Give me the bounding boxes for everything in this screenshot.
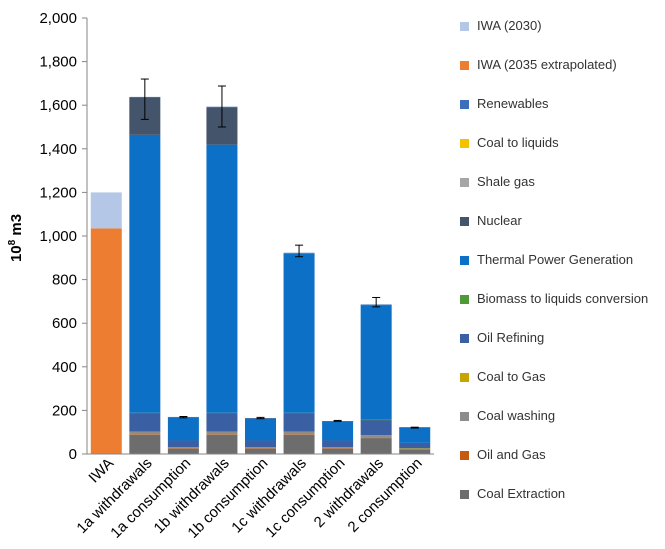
bar-1a-withdrawals-coal-to-gas	[129, 431, 161, 433]
bar-2-withdrawals-coal-extraction	[360, 438, 392, 454]
legend-swatch	[460, 22, 469, 31]
legend-swatch	[460, 139, 469, 148]
legend-label: Thermal Power Generation	[477, 252, 634, 267]
bar-2-consumption-oil-refining	[399, 442, 431, 449]
legend-swatch	[460, 412, 469, 421]
bar-1c-withdrawals-biomass-to-liquids-conversion	[283, 412, 315, 414]
legend-label: Biomass to liquids conversion	[477, 291, 649, 306]
y-tick-label: 200	[52, 402, 77, 419]
legend-label: Coal to Gas	[477, 369, 546, 384]
legend-swatch	[460, 295, 469, 304]
bar-2-withdrawals-thermal-power-generation	[360, 305, 392, 420]
bar-1a-consumption-oil-and-gas	[167, 448, 199, 449]
legend-swatch	[460, 490, 469, 499]
legend-label: Shale gas	[477, 174, 535, 189]
bar-1a-consumption-coal-to-gas	[167, 447, 199, 448]
legend-swatch	[460, 256, 469, 265]
bar-2-withdrawals-biomass-to-liquids-conversion	[360, 419, 392, 421]
error-bars	[140, 78, 419, 429]
bar-1c-consumption-coal-washing	[322, 447, 354, 449]
bar-1b-consumption-coal-to-gas	[245, 447, 276, 448]
bar-1a-consumption-coal-washing	[167, 447, 199, 449]
bar-iwa-iwa-2030	[90, 192, 122, 229]
y-tick-label: 600	[52, 315, 77, 332]
bar-1c-withdrawals-thermal-power-generation	[283, 253, 315, 413]
y-axis-title: 108 m3	[7, 214, 25, 262]
legend-swatch	[460, 451, 469, 460]
bar-1a-withdrawals-thermal-power-generation	[129, 134, 161, 413]
y-tick-label: 1,600	[39, 97, 77, 114]
bar-1b-consumption-thermal-power-generation	[245, 418, 276, 441]
bar-1c-consumption-oil-and-gas	[322, 448, 354, 449]
bar-1b-withdrawals-coal-to-gas	[206, 431, 238, 433]
bar-2-consumption-coal-to-gas	[399, 448, 431, 449]
legend-swatch	[460, 100, 469, 109]
bar-2-consumption-oil-and-gas	[399, 449, 431, 450]
bar-2-withdrawals-oil-and-gas	[360, 437, 392, 439]
bar-2-withdrawals-oil-refining	[360, 419, 392, 436]
legend-label: Oil Refining	[477, 330, 545, 345]
bar-1a-consumption-oil-refining	[167, 440, 199, 448]
bar-1b-consumption-coal-extraction	[245, 448, 276, 454]
bar-1b-withdrawals-oil-refining	[206, 413, 238, 432]
bar-1a-consumption-thermal-power-generation	[167, 417, 199, 441]
bar-2-consumption-coal-washing	[399, 448, 431, 450]
bar-iwa-iwa-2035-extrapolated	[90, 228, 122, 454]
bar-1c-consumption-thermal-power-generation	[322, 421, 354, 441]
legend-label: Oil and Gas	[477, 447, 546, 462]
legend-label: Coal Extraction	[477, 486, 566, 501]
legend-label: Coal washing	[477, 408, 556, 423]
bar-1a-consumption-coal-extraction	[167, 448, 199, 454]
legend-label: Renewables	[477, 96, 549, 111]
bar-2-withdrawals-coal-washing	[360, 435, 392, 438]
bar-2-consumption-thermal-power-generation	[399, 427, 431, 443]
bar-1b-withdrawals-coal-extraction	[206, 434, 238, 454]
legend-swatch	[460, 334, 469, 343]
bar-1c-withdrawals-coal-to-gas	[283, 431, 315, 433]
bar-1c-consumption-oil-refining	[322, 440, 354, 448]
x-tick-label: IWA	[85, 455, 117, 487]
y-tick-label: 800	[52, 272, 77, 289]
y-tick-label: 1,800	[39, 54, 77, 71]
y-tick-label: 0	[69, 446, 77, 463]
bar-1c-withdrawals-oil-refining	[283, 413, 315, 432]
bar-1b-withdrawals-oil-and-gas	[206, 434, 238, 435]
bar-1b-withdrawals-biomass-to-liquids-conversion	[206, 412, 238, 414]
bar-1b-consumption-oil-and-gas	[245, 448, 276, 449]
bar-1b-withdrawals-coal-washing	[206, 431, 238, 435]
bar-1c-consumption-coal-to-gas	[322, 447, 354, 448]
legend-label: Nuclear	[477, 213, 522, 228]
bar-2-consumption-coal-extraction	[399, 449, 431, 454]
bars	[90, 96, 431, 454]
bar-1a-withdrawals-oil-refining	[129, 413, 161, 432]
bar-1a-withdrawals-coal-washing	[129, 431, 161, 435]
y-tick-label: 2,000	[39, 10, 77, 27]
y-axis-ticks: 0 200 400 600 800 1,000 1,200 1,400 1,600 1,800 2,…	[39, 10, 87, 463]
legend-label: IWA (2035 extrapolated)	[477, 57, 617, 72]
y-tick-label: 1,200	[39, 184, 77, 201]
bar-1b-withdrawals-thermal-power-generation	[206, 144, 238, 413]
y-tick-label: 1,400	[39, 141, 77, 158]
bar-1a-withdrawals-oil-and-gas	[129, 434, 161, 435]
bar-1a-withdrawals-biomass-to-liquids-conversion	[129, 412, 161, 414]
bar-1a-withdrawals-coal-extraction	[129, 434, 161, 454]
bar-1b-consumption-coal-washing	[245, 447, 276, 449]
bar-1c-withdrawals-coal-washing	[283, 431, 315, 435]
bar-1c-withdrawals-coal-extraction	[283, 434, 315, 454]
legend-label: IWA (2030)	[477, 18, 542, 33]
y-tick-label: 400	[52, 359, 77, 376]
bar-1b-consumption-oil-refining	[245, 440, 276, 448]
legend-swatch	[460, 373, 469, 382]
legend-swatch	[460, 178, 469, 187]
bar-1c-consumption-coal-extraction	[322, 448, 354, 454]
legend-label: Coal to liquids	[477, 135, 559, 150]
legend-swatch	[460, 217, 469, 226]
y-tick-label: 1,000	[39, 228, 77, 245]
bar-2-withdrawals-coal-to-gas	[360, 435, 392, 436]
bar-1c-withdrawals-oil-and-gas	[283, 434, 315, 435]
legend-swatch	[460, 61, 469, 70]
